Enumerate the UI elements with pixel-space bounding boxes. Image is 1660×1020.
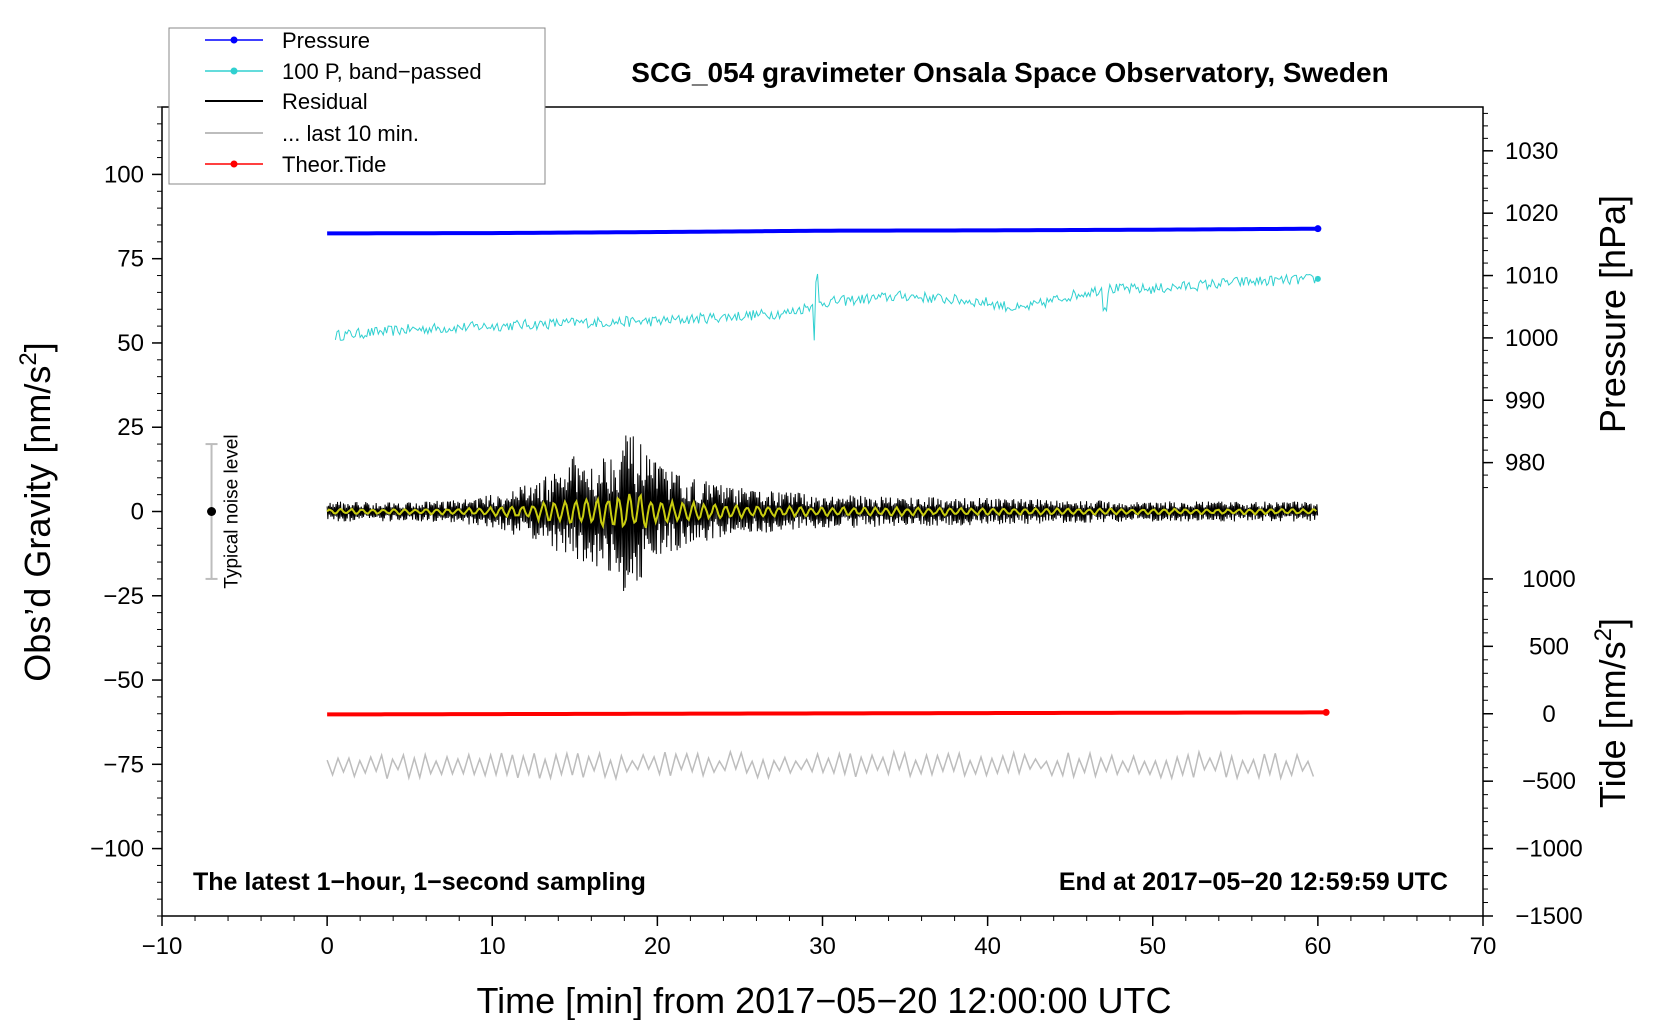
- legend-marker-bandpassed: [230, 67, 238, 75]
- legend-box: [168, 27, 546, 185]
- tide-tick-label: 500: [1529, 633, 1569, 660]
- legend-entry-bandpassed: 100 P, band−passed: [205, 59, 482, 84]
- y-tick-label: 50: [117, 330, 144, 357]
- pressure-tick-label: 1030: [1505, 138, 1558, 165]
- noise-level-indicator: [205, 443, 218, 580]
- chart-title: SCG_054 gravimeter Onsala Space Observat…: [631, 57, 1388, 88]
- y-tick-label: −25: [103, 583, 144, 610]
- x-axis-label: Time [min] from 2017−05−20 12:00:00 UTC: [476, 980, 1171, 1020]
- legend-label-bandpassed: 100 P, band−passed: [282, 59, 482, 84]
- x-tick-label: 50: [1139, 933, 1166, 960]
- y-tick-label: −50: [103, 667, 144, 694]
- x-tick-label: 40: [974, 933, 1001, 960]
- x-tick-label: −10: [142, 933, 183, 960]
- y-axis-label-left-close: ]: [17, 342, 58, 352]
- legend-label-tide: Theor.Tide: [282, 152, 386, 177]
- pressure-end-marker: [1314, 225, 1322, 233]
- y-axis-ticks: 100 75 50 25 0 −25 −50 −75 −100: [90, 106, 162, 917]
- tide-tick-label: −1500: [1515, 903, 1582, 930]
- y-axis-label-left-sup: 2: [15, 352, 42, 365]
- bandpassed-pressure-line: [334, 273, 1317, 341]
- x-tick-label: 10: [479, 933, 506, 960]
- y-tick-label: 25: [117, 414, 144, 441]
- pressure-axis-ticks: 1030 1020 1010 1000 990 980: [1483, 112, 1558, 489]
- tide-end-marker: [1322, 708, 1330, 716]
- tide-tick-label: 1000: [1522, 566, 1575, 593]
- y-tick-label: 75: [117, 246, 144, 273]
- tide-tick-label: −500: [1522, 768, 1576, 795]
- y-axis-label-tide-sup: 2: [1590, 628, 1617, 641]
- pressure-tick-label: 1010: [1505, 263, 1558, 290]
- x-tick-label: 60: [1305, 933, 1332, 960]
- tide-tick-label: −1000: [1515, 836, 1582, 863]
- x-tick-label: 30: [809, 933, 836, 960]
- legend-label-last10: ... last 10 min.: [282, 121, 419, 146]
- y-axis-label-left-main: Obs’d Gravity [nm/s: [17, 366, 58, 682]
- x-tick-label: 20: [644, 933, 671, 960]
- legend-marker-pressure: [230, 36, 238, 44]
- series-layer: [326, 225, 1330, 782]
- x-axis-ticks: −10 0 10 20 30 40 50 60 70: [142, 916, 1497, 960]
- pressure-line: [327, 226, 1318, 236]
- y-tick-label: −100: [90, 836, 144, 863]
- annotation-sampling: The latest 1−hour, 1−second sampling: [193, 868, 646, 896]
- annotation-end-time: End at 2017−05−20 12:59:59 UTC: [1059, 868, 1448, 896]
- y-tick-label: 0: [131, 499, 144, 526]
- y-axis-label-left: Obs’d Gravity [nm/s2]: [15, 342, 58, 681]
- tide-line: [327, 710, 1327, 717]
- y-axis-label-tide-close: ]: [1592, 618, 1633, 628]
- y-axis-label-tide: Tide [nm/s2]: [1590, 618, 1633, 808]
- tide-tick-label: 0: [1542, 701, 1555, 728]
- y-axis-label-tide-main: Tide [nm/s: [1592, 641, 1633, 808]
- noise-level-label: Typical noise level: [222, 434, 243, 588]
- legend-label-residual: Residual: [282, 89, 368, 114]
- legend-label-pressure: Pressure: [282, 28, 370, 53]
- pressure-tick-label: 1020: [1505, 200, 1558, 227]
- noise-center-dot: [207, 507, 217, 516]
- pressure-tick-label: 980: [1505, 450, 1545, 477]
- bandpassed-end-marker: [1314, 275, 1321, 282]
- residual-smoothed-line: [326, 492, 1317, 530]
- residual-line: [326, 435, 1319, 592]
- y-axis-label-pressure: Pressure [hPa]: [1592, 195, 1633, 433]
- y-tick-label: 100: [104, 161, 144, 188]
- y-tick-label: −75: [103, 751, 144, 778]
- pressure-tick-label: 1000: [1505, 325, 1558, 352]
- tide-axis-ticks: 1000 500 0 −500 −1000 −1500: [1483, 566, 1583, 930]
- legend-entry-last10: ... last 10 min.: [205, 121, 419, 146]
- x-tick-label: 70: [1470, 933, 1497, 960]
- legend-entry-pressure: Pressure: [205, 28, 370, 53]
- legend: Pressure 100 P, band−passed Residual ...…: [168, 27, 546, 185]
- legend-entry-residual: Residual: [205, 89, 368, 114]
- pressure-tick-label: 990: [1505, 387, 1545, 414]
- legend-entry-tide: Theor.Tide: [205, 152, 386, 177]
- x-tick-label: 0: [320, 933, 333, 960]
- legend-marker-tide: [230, 160, 238, 168]
- last-10-min-line: [326, 749, 1315, 782]
